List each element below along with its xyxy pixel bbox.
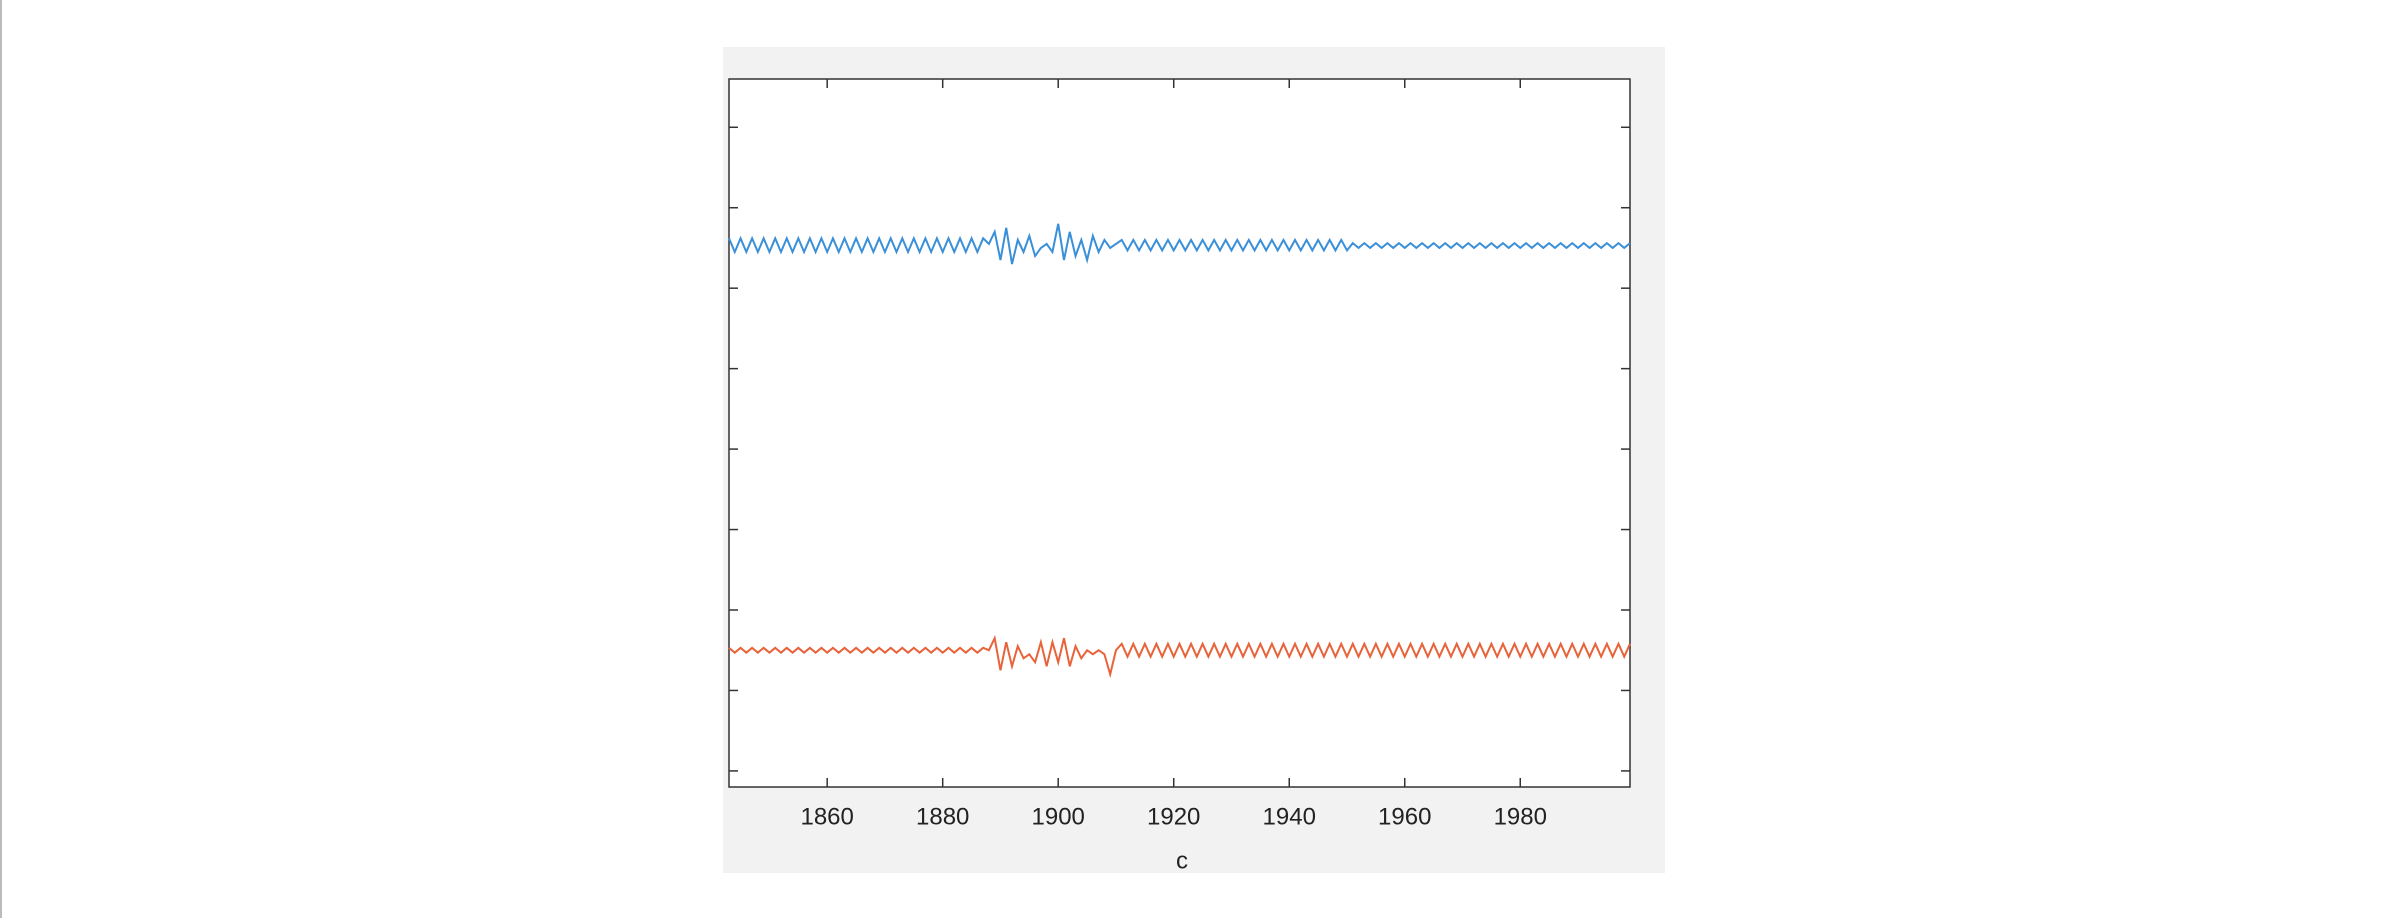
x-axis-label: c [1176, 847, 1188, 874]
plot-area [728, 78, 1631, 788]
x-tick-label: 1900 [1032, 803, 1085, 830]
x-tick-label: 1880 [916, 803, 969, 830]
x-tick-label: 1960 [1378, 803, 1431, 830]
series-line [728, 223, 1631, 265]
x-tick-label: 1920 [1147, 803, 1200, 830]
x-tick-label: 1860 [800, 803, 853, 830]
series-line [728, 634, 1631, 679]
x-tick-label: 1980 [1494, 803, 1547, 830]
x-tick-label: 1940 [1263, 803, 1316, 830]
